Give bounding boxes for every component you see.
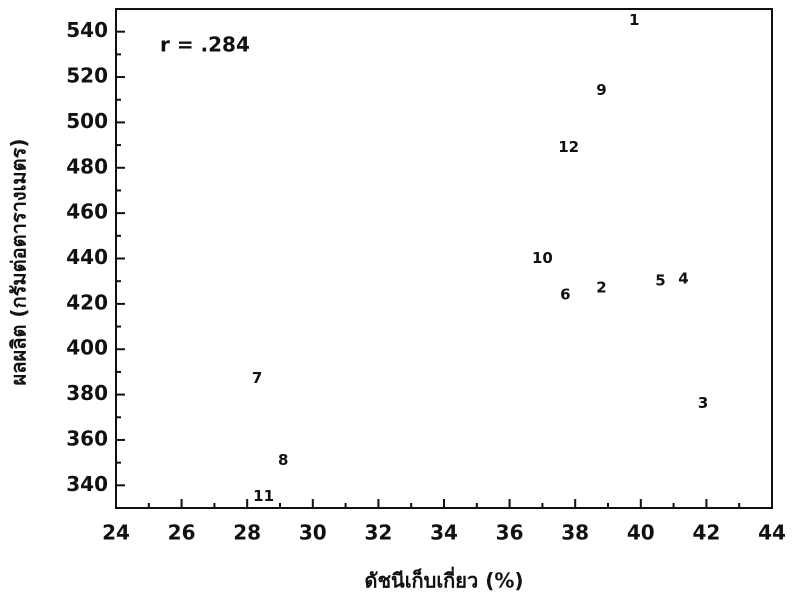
x-tick-label: 26 xyxy=(168,521,196,545)
point-label: 8 xyxy=(278,451,288,469)
plot-frame xyxy=(116,9,772,508)
chart: r = .284 ดัชนีเก็บเกี่ยว (%) ผลผลิต (กรั… xyxy=(0,0,793,600)
point-label: 2 xyxy=(596,278,606,296)
x-tick-label: 36 xyxy=(496,521,524,545)
y-tick-label: 340 xyxy=(66,472,108,496)
x-tick-label: 32 xyxy=(364,521,392,545)
y-tick-label: 360 xyxy=(66,426,108,450)
point-label: 4 xyxy=(678,269,688,287)
x-tick-label: 24 xyxy=(102,521,130,545)
y-tick-label: 460 xyxy=(66,200,108,224)
point-label: 1 xyxy=(629,11,639,29)
point-label: 11 xyxy=(253,487,274,505)
y-tick-label: 420 xyxy=(66,290,108,314)
x-tick-label: 44 xyxy=(758,521,786,545)
y-tick-label: 520 xyxy=(66,64,108,88)
x-tick-label: 42 xyxy=(692,521,720,545)
y-axis-label: ผลผลิต (กรัมต่อตารางเมตร) xyxy=(7,139,31,386)
y-tick-label: 500 xyxy=(66,109,108,133)
point-label: 7 xyxy=(252,369,262,387)
y-tick-label: 440 xyxy=(66,245,108,269)
point-label: 6 xyxy=(560,285,570,303)
point-label: 10 xyxy=(532,249,553,267)
point-label: 5 xyxy=(655,272,665,290)
x-tick-label: 34 xyxy=(430,521,458,545)
x-axis-label: ดัชนีเก็บเกี่ยว (%) xyxy=(364,566,523,593)
point-label: 9 xyxy=(596,81,606,99)
x-tick-label: 28 xyxy=(233,521,261,545)
y-tick-label: 480 xyxy=(66,154,108,178)
y-tick-label: 400 xyxy=(66,336,108,360)
x-tick-label: 30 xyxy=(299,521,327,545)
point-label: 3 xyxy=(698,394,708,412)
x-tick-label: 40 xyxy=(627,521,655,545)
annotation: r = .284 xyxy=(160,33,250,57)
x-tick-label: 38 xyxy=(561,521,589,545)
point-label: 12 xyxy=(558,138,579,156)
y-tick-label: 540 xyxy=(66,18,108,42)
y-tick-label: 380 xyxy=(66,381,108,405)
